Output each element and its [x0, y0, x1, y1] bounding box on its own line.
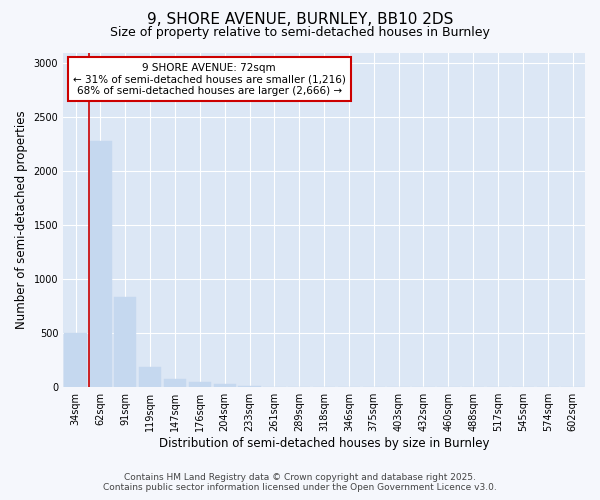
Bar	[214, 384, 236, 387]
Bar	[263, 386, 286, 387]
Bar	[139, 366, 161, 387]
Text: Size of property relative to semi-detached houses in Burnley: Size of property relative to semi-detach…	[110, 26, 490, 39]
Text: 9, SHORE AVENUE, BURNLEY, BB10 2DS: 9, SHORE AVENUE, BURNLEY, BB10 2DS	[147, 12, 453, 28]
Text: 9 SHORE AVENUE: 72sqm
← 31% of semi-detached houses are smaller (1,216)
68% of s: 9 SHORE AVENUE: 72sqm ← 31% of semi-deta…	[73, 62, 346, 96]
Bar	[89, 141, 112, 387]
Bar	[64, 333, 87, 387]
Bar	[188, 382, 211, 387]
Y-axis label: Number of semi-detached properties: Number of semi-detached properties	[15, 110, 28, 329]
Bar	[114, 296, 136, 387]
Bar	[238, 386, 261, 387]
X-axis label: Distribution of semi-detached houses by size in Burnley: Distribution of semi-detached houses by …	[159, 437, 490, 450]
Text: Contains HM Land Registry data © Crown copyright and database right 2025.
Contai: Contains HM Land Registry data © Crown c…	[103, 473, 497, 492]
Bar	[164, 378, 186, 387]
